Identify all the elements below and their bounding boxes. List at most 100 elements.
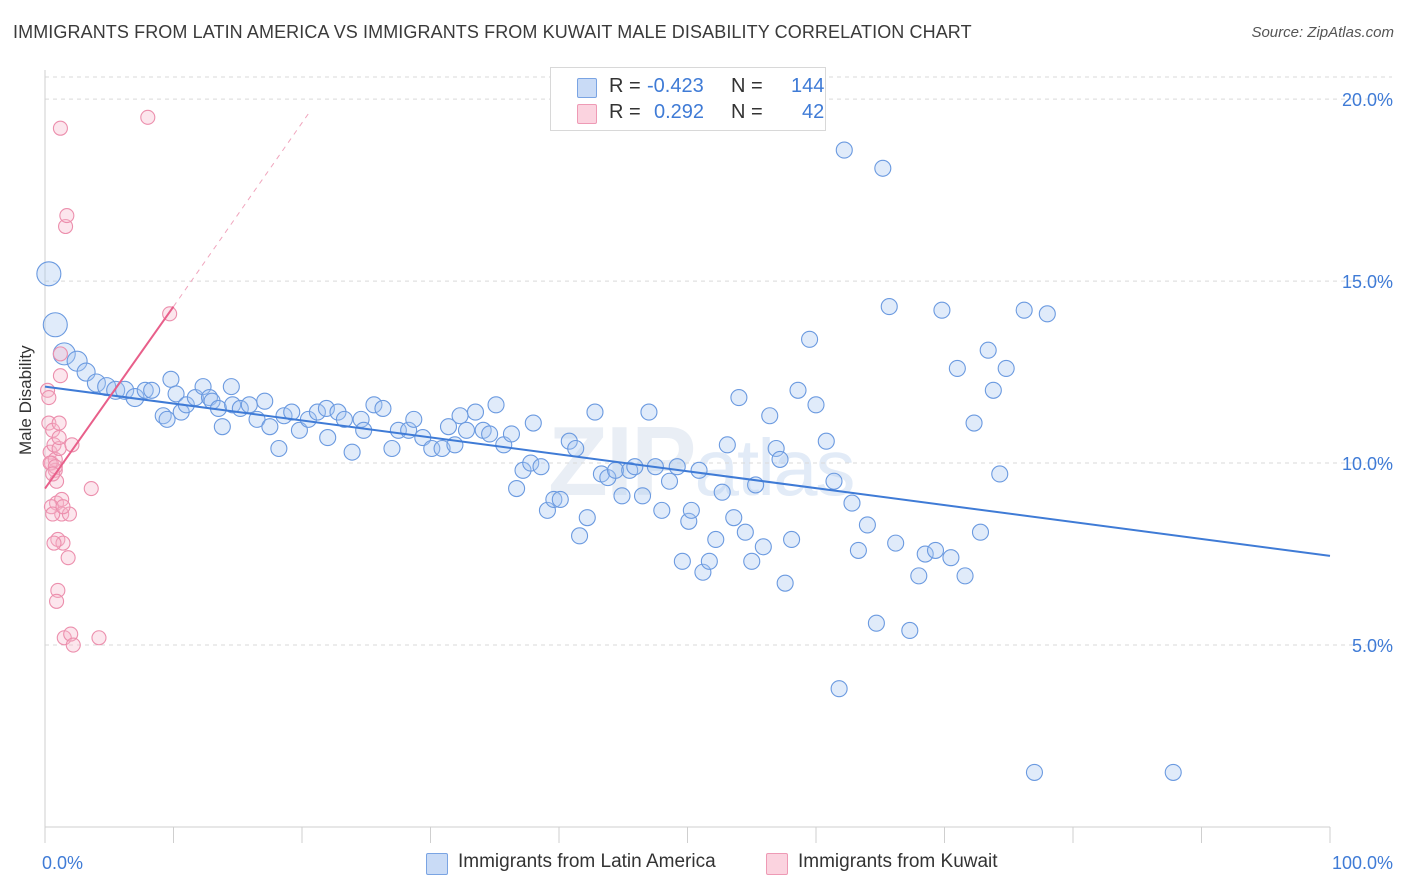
latin-america-point bbox=[167, 385, 185, 403]
latin-america-point bbox=[439, 418, 458, 436]
latin-america-point bbox=[807, 396, 825, 414]
latin-america-point bbox=[887, 534, 905, 552]
latin-america-point bbox=[194, 378, 212, 396]
latin-america-point bbox=[835, 141, 853, 159]
latin-america-point bbox=[457, 421, 476, 439]
latin-america-point bbox=[586, 403, 604, 421]
watermark-light: atlas bbox=[694, 423, 855, 512]
kuwait-point bbox=[51, 415, 67, 431]
kuwait-point bbox=[140, 109, 156, 125]
bottom-legend-label: Immigrants from Kuwait bbox=[798, 851, 998, 872]
legend-r-label: R = bbox=[609, 75, 641, 97]
latin-america-point bbox=[682, 501, 700, 519]
kuwait-point bbox=[46, 535, 62, 551]
bottom-legend-label: Immigrants from Latin America bbox=[458, 851, 716, 872]
latin-america-point bbox=[690, 461, 708, 479]
latin-america-point bbox=[551, 490, 569, 509]
latin-america-point bbox=[942, 549, 960, 567]
latin-america-point bbox=[653, 501, 671, 519]
latin-america-point bbox=[502, 425, 521, 443]
legend-r-value: 0.292 bbox=[654, 101, 705, 123]
latin-america-point bbox=[713, 483, 731, 501]
latin-america-point bbox=[754, 538, 772, 556]
latin-america-point bbox=[613, 487, 631, 505]
latin-america-point bbox=[538, 501, 556, 519]
latin-america-point bbox=[524, 414, 542, 432]
bottom-legend-swatch-latin-america bbox=[426, 853, 448, 875]
latin-america-point bbox=[725, 509, 743, 527]
latin-america-point bbox=[545, 490, 563, 509]
latin-america-point bbox=[776, 574, 794, 592]
latin-america-point bbox=[956, 567, 974, 585]
latin-america-point bbox=[571, 527, 589, 545]
watermark: ZIPatlas bbox=[548, 405, 855, 518]
y-tick-label: 10.0% bbox=[1342, 454, 1393, 474]
latin-america-point bbox=[761, 407, 779, 425]
kuwait-point bbox=[41, 389, 57, 406]
latin-america-point bbox=[743, 552, 761, 570]
latin-america-point bbox=[261, 418, 279, 436]
x-tick-label-max: 100.0% bbox=[1332, 853, 1393, 873]
latin-america-point bbox=[270, 439, 288, 458]
legend-n-label: N = bbox=[731, 101, 763, 123]
latin-america-point bbox=[158, 410, 176, 428]
latin-america-point bbox=[880, 298, 898, 316]
trend-lines bbox=[44, 113, 1331, 557]
series-kuwait-points bbox=[40, 109, 178, 653]
latin-america-point bbox=[143, 381, 161, 399]
latin-america-point bbox=[256, 392, 274, 410]
kuwait-point bbox=[60, 550, 76, 566]
latin-america-point bbox=[374, 399, 392, 418]
tick-labels: 5.0% 10.0% 15.0% 20.0% 0.0% 100.0% bbox=[42, 90, 1393, 873]
latin-america-point bbox=[466, 403, 485, 421]
latin-america-point bbox=[240, 396, 258, 414]
correlation-legend: R = -0.423 N = 144 R = 0.292 N = 42 bbox=[550, 67, 826, 131]
kuwait-point bbox=[52, 368, 68, 384]
latin-america-point bbox=[849, 541, 867, 559]
latin-america-point bbox=[965, 414, 983, 432]
kuwait-point bbox=[91, 630, 107, 646]
latin-america-point bbox=[532, 458, 550, 476]
y-axis-title: Male Disability bbox=[16, 345, 35, 455]
latin-america-point bbox=[329, 403, 347, 421]
latin-america-point bbox=[971, 523, 990, 541]
x-tick-label-min: 0.0% bbox=[42, 853, 83, 873]
latin-america-point bbox=[487, 396, 505, 414]
latin-america-point bbox=[916, 545, 934, 563]
latin-america-point bbox=[222, 378, 240, 396]
latin-america-point bbox=[979, 341, 997, 359]
chart-title: IMMIGRANTS FROM LATIN AMERICA VS IMMIGRA… bbox=[13, 22, 972, 42]
latin-america-point bbox=[991, 465, 1009, 483]
latin-america-point bbox=[926, 541, 945, 559]
y-tick-label: 20.0% bbox=[1342, 90, 1393, 110]
latin-america-point bbox=[680, 512, 698, 530]
latin-america-point bbox=[522, 454, 540, 472]
kuwait-point bbox=[58, 218, 74, 235]
grid-lines bbox=[45, 76, 1392, 646]
kuwait-point bbox=[51, 430, 67, 446]
latin-america-point bbox=[451, 407, 469, 425]
latin-america-point bbox=[42, 312, 68, 338]
latin-america-point bbox=[730, 388, 748, 407]
latin-america-point bbox=[997, 359, 1015, 377]
latin-america-point bbox=[308, 403, 326, 421]
legend-r-value: -0.423 bbox=[647, 75, 704, 97]
bottom-legend-swatch-kuwait bbox=[766, 853, 788, 875]
latin-america-point bbox=[578, 509, 596, 527]
latin-america-point bbox=[817, 432, 835, 450]
latin-america-point bbox=[481, 425, 499, 443]
kuwait-point bbox=[50, 582, 66, 598]
kuwait-point bbox=[52, 120, 68, 136]
kuwait-point bbox=[41, 415, 57, 431]
latin-america-point bbox=[910, 567, 928, 585]
kuwait-point bbox=[45, 506, 61, 522]
latin-america-point bbox=[567, 439, 585, 458]
latin-america-point bbox=[626, 458, 644, 476]
legend-n-label: N = bbox=[731, 75, 763, 97]
legend-n-value: 144 bbox=[791, 75, 825, 97]
latin-america-point bbox=[771, 450, 789, 468]
latin-america-point bbox=[668, 458, 686, 476]
latin-america-point bbox=[405, 410, 423, 428]
latin-america-point bbox=[423, 439, 441, 458]
